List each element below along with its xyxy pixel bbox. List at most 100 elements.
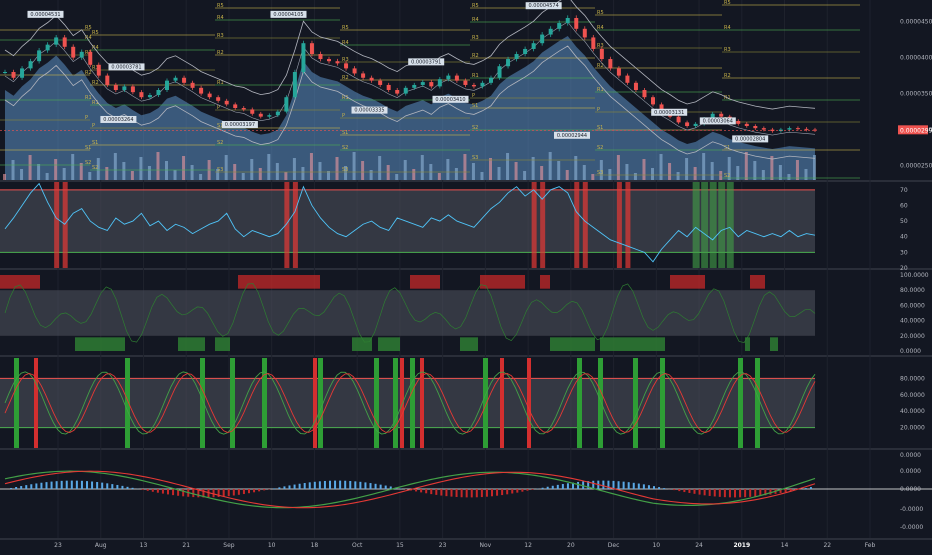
- macd-histogram-bar: [40, 483, 42, 489]
- macd-histogram-bar: [532, 489, 534, 490]
- macd-histogram-bar: [370, 483, 372, 489]
- rsi-overbought-bar: [54, 182, 59, 268]
- macd-histogram-bar: [81, 481, 83, 489]
- candle-body: [216, 97, 220, 101]
- stochastic-overbought-bar: [34, 358, 38, 448]
- volume-bar: [46, 173, 49, 180]
- volume-bar: [139, 157, 142, 180]
- stochastic-oversold-bar: [738, 358, 743, 448]
- macd-histogram-bar: [521, 489, 523, 492]
- macd-histogram-bar: [223, 489, 225, 497]
- rsi-overbought-bar: [532, 182, 537, 268]
- macd-histogram-bar: [111, 484, 113, 489]
- pivot-label: R5: [85, 25, 92, 31]
- macd-histogram-bar: [299, 484, 301, 489]
- volume-bar: [378, 156, 381, 180]
- macd-histogram-bar: [653, 486, 655, 489]
- macd-histogram-bar: [476, 489, 478, 497]
- macd-axis-tick: 0.0000: [900, 452, 921, 459]
- macd-histogram-bar: [481, 489, 483, 497]
- macd-histogram-bar: [329, 481, 331, 489]
- macd-histogram-bar: [66, 481, 68, 489]
- macd-histogram-bar: [542, 488, 544, 489]
- candle-body: [301, 43, 305, 72]
- candle-body: [191, 83, 195, 88]
- volume-bar: [370, 170, 373, 180]
- volume-bar: [421, 155, 424, 180]
- pivot-label: R2: [724, 73, 731, 79]
- macd-histogram-bar: [116, 485, 118, 489]
- macd-histogram-bar: [182, 489, 184, 496]
- candle-body: [472, 85, 476, 86]
- candle-body: [506, 59, 510, 66]
- macd-histogram-bar: [258, 489, 260, 491]
- macd-histogram-bar: [734, 489, 736, 497]
- macd-histogram-bar: [628, 482, 630, 489]
- candle-body: [276, 112, 280, 116]
- rsi-oversold-bar: [718, 182, 725, 268]
- pivot-label: P: [597, 107, 600, 113]
- stoch-rsi-axis-tick: 40.0000: [900, 318, 925, 325]
- macd-histogram-bar: [76, 481, 78, 489]
- macd-histogram-bar: [471, 489, 473, 497]
- macd-histogram-bar: [228, 489, 230, 496]
- macd-histogram-bar: [547, 487, 549, 489]
- candle-body: [719, 114, 723, 117]
- stochastic-axis-tick: 20.0000: [900, 425, 925, 432]
- volume-bar: [574, 156, 577, 180]
- candle-body: [327, 59, 331, 61]
- stoch-rsi-axis-tick: 60.0000: [900, 302, 925, 309]
- volume-bar: [148, 166, 151, 180]
- candle-body: [591, 37, 595, 49]
- candle-body: [745, 124, 749, 126]
- x-axis-tick: 15: [396, 542, 404, 549]
- candle-body: [574, 18, 578, 29]
- macd-histogram-bar: [278, 487, 280, 489]
- macd-histogram-bar: [162, 489, 164, 494]
- macd-histogram-bar: [248, 489, 250, 493]
- volume-bar: [327, 171, 330, 180]
- rsi-axis-tick: 30: [900, 249, 908, 256]
- macd-histogram-bar: [516, 489, 518, 493]
- macd-histogram-bar: [744, 489, 746, 497]
- volume-bar: [80, 163, 83, 180]
- candle-body: [583, 29, 587, 38]
- candle-body: [233, 104, 237, 108]
- candle-body: [63, 37, 67, 46]
- price-label: 0.00003410: [435, 97, 465, 103]
- macd-histogram-bar: [142, 489, 144, 490]
- macd-histogram-bar: [354, 481, 356, 489]
- macd-histogram-bar: [334, 481, 336, 489]
- volume-bar: [199, 174, 202, 180]
- candle-body: [20, 68, 24, 77]
- candle-body: [80, 52, 84, 58]
- macd-histogram-bar: [339, 481, 341, 489]
- stochastic-overbought-bar: [527, 358, 531, 448]
- macd-histogram-bar: [132, 488, 134, 489]
- macd-histogram-bar: [749, 489, 751, 497]
- volume-bar: [191, 165, 194, 180]
- stochastic-overbought-bar: [500, 358, 504, 448]
- macd-histogram-bar: [724, 489, 726, 497]
- macd-histogram-bar: [466, 489, 468, 497]
- volume-bar: [250, 159, 253, 180]
- volume-bar: [677, 172, 680, 180]
- x-axis-tick: 20: [567, 542, 575, 549]
- x-axis-tick: 13: [140, 542, 148, 549]
- candle-body: [753, 126, 757, 128]
- stochastic-oversold-bar: [755, 358, 760, 448]
- volume-bar: [557, 161, 560, 180]
- macd-histogram-bar: [602, 481, 604, 489]
- stochastic-axis-tick: 80.0000: [900, 375, 925, 382]
- rsi-overbought-bar: [540, 182, 545, 268]
- candle-body: [523, 49, 527, 54]
- price-label: 0.00003264: [103, 117, 133, 123]
- macd-histogram-bar: [314, 482, 316, 489]
- candle-body: [318, 54, 322, 59]
- candle-body: [174, 78, 178, 81]
- stochastic-overbought-bar: [313, 358, 317, 448]
- price-label: 0.00002804: [735, 136, 765, 142]
- macd-histogram-bar: [56, 481, 58, 489]
- macd-histogram-bar: [739, 489, 741, 497]
